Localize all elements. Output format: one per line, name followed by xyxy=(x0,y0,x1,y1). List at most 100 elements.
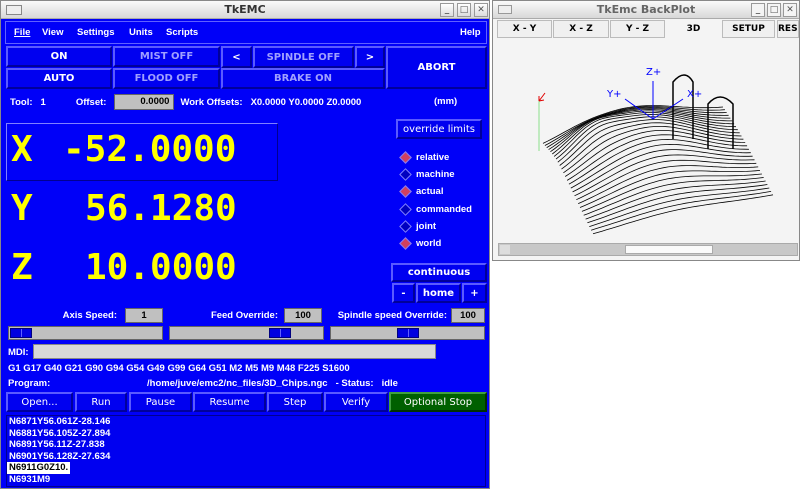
tab-x-y[interactable]: X - Y xyxy=(497,20,552,38)
jog-minus-button[interactable]: - xyxy=(392,283,415,303)
slider-thumb[interactable] xyxy=(268,328,291,338)
axis-speed-field[interactable]: 1 xyxy=(125,308,163,323)
maximize-button[interactable]: □ xyxy=(767,3,781,17)
run-button[interactable]: Run xyxy=(75,392,127,412)
y-axis-name[interactable]: Y xyxy=(11,188,33,229)
radio-diamond-icon[interactable] xyxy=(399,168,412,182)
override-limits-button[interactable]: override limits xyxy=(396,119,482,139)
code-line-row[interactable]: N6871Y56.061Z-28.146 xyxy=(7,416,485,428)
open-button[interactable]: Open... xyxy=(6,392,73,412)
brake-button[interactable]: BRAKE ON xyxy=(221,68,385,89)
slider-thumb[interactable] xyxy=(10,328,32,338)
tab-3d[interactable]: 3D xyxy=(666,20,721,38)
code-line-row[interactable]: N6881Y56.105Z-27.894 xyxy=(7,428,485,440)
close-button[interactable]: ✕ xyxy=(783,3,797,17)
modal-codes: G1 G17 G40 G21 G90 G94 G54 G49 G99 G64 G… xyxy=(8,363,350,374)
spindle-override-field[interactable]: 100 xyxy=(451,308,485,323)
backplot-window: TkEmc BackPlot _ □ ✕ X - Y X - Z Y - Z 3… xyxy=(492,0,800,261)
y-axis-arrow xyxy=(624,98,654,120)
tab-x-z[interactable]: X - Z xyxy=(553,20,609,38)
feed-override-slider[interactable] xyxy=(169,326,324,340)
tab-y-z[interactable]: Y - Z xyxy=(610,20,665,38)
offset-field: 0.0000 xyxy=(114,94,175,110)
backplot-canvas[interactable]: Z+ Y+ X+ xyxy=(493,39,799,239)
menu-scripts[interactable]: Scripts xyxy=(166,27,199,38)
x-axis-display[interactable] xyxy=(6,123,278,181)
spindle-decrease-button[interactable]: < xyxy=(221,46,252,68)
menu-file[interactable]: File xyxy=(14,27,31,38)
axis-speed-slider[interactable] xyxy=(8,326,163,340)
spindle-override-row: Spindle speed Override: 100 xyxy=(323,308,485,323)
auto-button[interactable]: AUTO xyxy=(6,68,112,89)
window-title: TkEMC xyxy=(224,3,266,16)
spindle-override-slider[interactable] xyxy=(330,326,485,340)
spindle-increase-button[interactable]: > xyxy=(355,46,385,68)
home-button[interactable]: home xyxy=(416,283,461,303)
toolpath-line xyxy=(546,106,727,148)
maximize-button[interactable]: □ xyxy=(457,3,471,17)
coord-radio-commanded[interactable]: commanded xyxy=(399,202,472,216)
toolpath-line xyxy=(589,187,770,227)
toolpath-line xyxy=(583,177,764,216)
program-listing[interactable]: N6871Y56.061Z-28.146 N6881Y56.105Z-27.894… xyxy=(6,415,486,487)
code-line: N6901Y56.128Z-27.634 xyxy=(9,450,111,462)
close-button[interactable]: ✕ xyxy=(474,3,488,17)
window-icon xyxy=(498,5,512,14)
code-line-row[interactable]: N6931M9 xyxy=(7,474,485,486)
step-button[interactable]: Step xyxy=(267,392,323,412)
toolpath-line xyxy=(579,170,761,208)
code-line: N6881Y56.105Z-27.894 xyxy=(9,427,111,439)
radio-diamond-icon[interactable] xyxy=(399,237,412,250)
code-line-row[interactable]: N6891Y56.11Z-27.838 xyxy=(7,439,485,451)
verify-button[interactable]: Verify xyxy=(324,392,388,412)
jog-mode-button[interactable]: continuous xyxy=(391,263,487,282)
origin-arrow-icon xyxy=(538,92,546,102)
jog-plus-button[interactable]: + xyxy=(462,283,487,303)
radio-diamond-icon[interactable] xyxy=(399,219,412,233)
work-offsets-label: Work Offsets: xyxy=(180,96,243,108)
on-button[interactable]: ON xyxy=(6,46,112,67)
setup-button[interactable]: SETUP xyxy=(722,20,775,38)
abort-button[interactable]: ABORT xyxy=(386,46,487,89)
menu-help[interactable]: Help xyxy=(460,27,481,38)
coord-radio-world[interactable]: world xyxy=(399,237,441,250)
scroll-left-arrow-icon[interactable] xyxy=(500,245,510,254)
radio-label: joint xyxy=(416,220,437,232)
optional-stop-button[interactable]: Optional Stop xyxy=(389,392,487,412)
code-line-row[interactable]: N6901Y56.128Z-27.634 xyxy=(7,451,485,463)
radio-diamond-icon[interactable] xyxy=(399,202,412,216)
toolpath-line xyxy=(585,180,766,220)
toolpath-line xyxy=(572,149,753,193)
resume-button[interactable]: Resume xyxy=(193,392,266,412)
coord-radio-actual[interactable]: actual xyxy=(399,185,443,199)
radio-diamond-icon[interactable] xyxy=(399,185,412,199)
horizontal-scrollbar[interactable] xyxy=(498,243,798,256)
feed-override-field[interactable]: 100 xyxy=(284,308,322,323)
toolpath-line xyxy=(563,126,744,174)
spindle-button[interactable]: SPINDLE OFF xyxy=(253,46,354,68)
toolpath-line xyxy=(544,106,725,146)
window-icon xyxy=(6,5,22,15)
z-axis-name[interactable]: Z xyxy=(11,247,33,288)
minimize-button[interactable]: _ xyxy=(751,3,765,17)
coord-radio-joint[interactable]: joint xyxy=(399,219,437,233)
mdi-input[interactable] xyxy=(33,344,436,359)
status-label: - Status: xyxy=(335,378,374,389)
radio-diamond-icon[interactable] xyxy=(399,151,412,164)
pause-button[interactable]: Pause xyxy=(129,392,192,412)
mist-button[interactable]: MIST OFF xyxy=(113,46,220,67)
coord-radio-relative[interactable]: relative xyxy=(399,151,450,164)
slider-thumb[interactable] xyxy=(397,328,419,338)
toolpath-line xyxy=(590,191,772,231)
code-line-row[interactable]: N6911G0Z10. xyxy=(7,462,485,474)
y-axis-label: Y+ xyxy=(606,89,622,100)
minimize-button[interactable]: _ xyxy=(440,3,454,17)
menu-units[interactable]: Units xyxy=(129,27,153,38)
scrollbar-thumb[interactable] xyxy=(625,245,713,254)
menu-settings[interactable]: Settings xyxy=(77,27,115,38)
flood-button[interactable]: FLOOD OFF xyxy=(113,68,220,89)
menu-view[interactable]: View xyxy=(42,27,64,38)
radio-label: relative xyxy=(416,152,450,163)
coord-radio-machine[interactable]: machine xyxy=(399,168,455,182)
reset-button[interactable]: RESET xyxy=(777,20,799,38)
